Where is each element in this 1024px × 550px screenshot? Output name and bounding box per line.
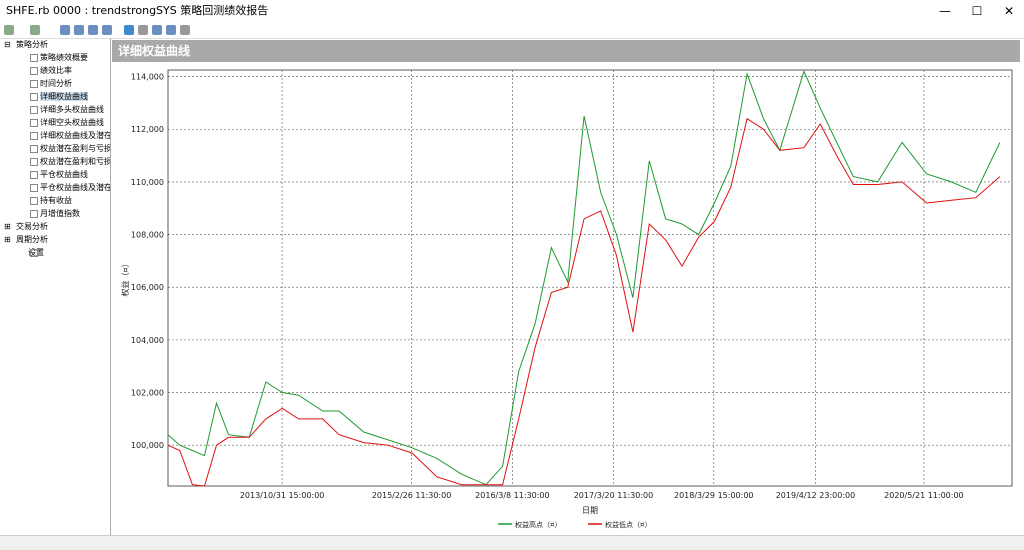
pointer-button[interactable] (124, 25, 134, 35)
y-tick-label: 112,000 (131, 125, 164, 134)
back-button[interactable] (4, 25, 14, 35)
toolbar (0, 22, 1024, 39)
status-bar (0, 535, 1024, 550)
y-tick-label: 106,000 (131, 283, 164, 292)
y-tick-label: 114,000 (131, 73, 164, 82)
y-tick-label: 110,000 (131, 178, 164, 187)
forward-button[interactable] (30, 25, 40, 35)
x-tick-label: 2017/3/20 11:30:00 (574, 491, 654, 500)
y-tick-label: 108,000 (131, 231, 164, 240)
tree-item-label: 月增值指数 (40, 209, 80, 218)
tree-item[interactable]: 时间分析 (0, 77, 110, 90)
tree-item-label: 详细权益曲线及潜在 (40, 131, 110, 140)
y-tick-label: 104,000 (131, 336, 164, 345)
pan-button[interactable] (138, 25, 148, 35)
tree-item-label: 持有收益 (40, 196, 72, 205)
zoom-in-button[interactable] (152, 25, 162, 35)
tree-item-label: 详细多头权益曲线 (40, 105, 104, 114)
x-tick-label: 2019/4/12 23:00:00 (776, 491, 856, 500)
legend-label: 权益高点（¤） (515, 520, 561, 529)
y-axis-title: 权益（¤） (120, 259, 130, 296)
minimize-button[interactable]: — (939, 4, 951, 18)
tree-group[interactable]: 设置 (0, 246, 110, 259)
x-tick-label: 2018/3/29 15:00:00 (674, 491, 754, 500)
view-button[interactable] (102, 25, 112, 35)
tree-item[interactable]: 详细多头权益曲线 (0, 103, 110, 116)
x-tick-label: 2020/5/21 11:00:00 (884, 491, 964, 500)
tree-item[interactable]: 绩效比率 (0, 64, 110, 77)
title-bar: SHFE.rb 0000 : trendstrongSYS 策略回测绩效报告 —… (0, 0, 1024, 22)
y-tick-label: 100,000 (131, 441, 164, 450)
close-button[interactable]: ✕ (1003, 4, 1015, 18)
tree-group-label: 交易分析 (16, 222, 48, 231)
tree-item-label: 权益潜在盈利和亏损 (40, 157, 110, 166)
tree-item[interactable]: 平仓权益曲线及潜在 (0, 181, 110, 194)
plot-frame (167, 69, 1013, 487)
tree-item-label: 详细空头权益曲线 (40, 118, 104, 127)
tree-item[interactable]: 详细权益曲线 (0, 90, 110, 103)
x-axis-title: 日期 (582, 506, 598, 515)
tree-item[interactable]: 月增值指数 (0, 207, 110, 220)
chart: 100,000 102,000 104,000 106,000 108,000 110,0… (120, 69, 1013, 529)
tree-group-label: 周期分析 (16, 235, 48, 244)
maximize-button[interactable]: ☐ (971, 4, 983, 18)
save-button[interactable] (60, 25, 70, 35)
zoom-out-button[interactable] (166, 25, 176, 35)
tree-item[interactable]: 详细空头权益曲线 (0, 116, 110, 129)
export-button[interactable] (74, 25, 84, 35)
tree-group-label: 设置 (28, 248, 44, 257)
tree-item-label: 平仓权益曲线 (40, 170, 88, 179)
tree-item-label: 平仓权益曲线及潜在 (40, 183, 110, 192)
tree-item[interactable]: 平仓权益曲线 (0, 168, 110, 181)
tree-item[interactable]: 策略绩效概要 (0, 51, 110, 64)
tree-group[interactable]: 交易分析 (0, 220, 110, 233)
reset-button[interactable] (180, 25, 190, 35)
tree-item-label: 策略绩效概要 (40, 53, 88, 62)
tree-item[interactable]: 持有收益 (0, 194, 110, 207)
tree-item-label: 时间分析 (40, 79, 72, 88)
series-line (167, 69, 1001, 486)
x-tick-label: 2013/10/31 15:00:00 (240, 491, 325, 500)
x-tick-label: 2015/2/26 11:30:00 (372, 491, 452, 500)
series-line (167, 117, 1001, 487)
panel-title: 详细权益曲线 (112, 40, 1020, 62)
tree-item[interactable]: 权益潜在盈利与亏损 (0, 142, 110, 155)
x-tick-label: 2016/3/8 11:30:00 (475, 491, 549, 500)
y-tick-label: 102,000 (131, 389, 164, 398)
tree-item-label: 权益潜在盈利与亏损 (40, 144, 110, 153)
tree-item-label: 详细权益曲线 (40, 92, 88, 101)
tree-item[interactable]: 详细权益曲线及潜在 (0, 129, 110, 142)
print-button[interactable] (88, 25, 98, 35)
tree-item[interactable]: 权益潜在盈利和亏损 (0, 155, 110, 168)
tree-group[interactable]: 策略分析 (0, 38, 110, 51)
legend-label: 权益低点（¤） (605, 520, 651, 529)
nav-tree: 策略分析策略绩效概要绩效比率时间分析详细权益曲线详细多头权益曲线详细空头权益曲线… (0, 38, 111, 549)
tree-group[interactable]: 周期分析 (0, 233, 110, 246)
tree-group-label: 策略分析 (16, 40, 48, 49)
tree-item-label: 绩效比率 (40, 66, 72, 75)
window-title: SHFE.rb 0000 : trendstrongSYS 策略回测绩效报告 (6, 4, 269, 17)
